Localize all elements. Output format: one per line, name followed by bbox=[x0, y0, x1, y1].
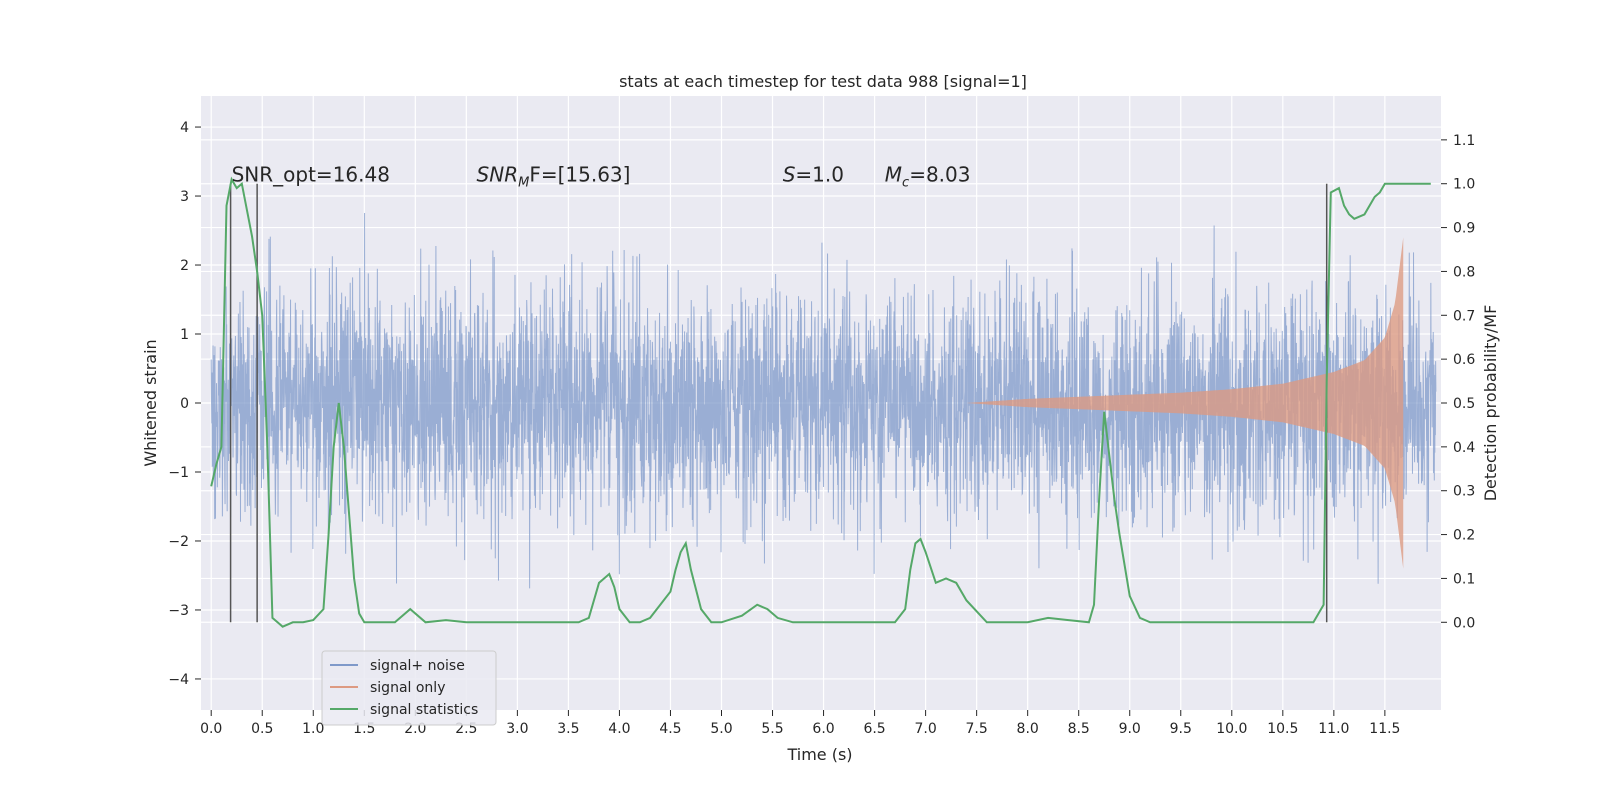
annotation-text: Mc=8.03 bbox=[885, 163, 971, 191]
y-tick-label: −1 bbox=[168, 465, 189, 481]
legend-label: signal+ noise bbox=[370, 658, 465, 674]
y-tick-label: 4 bbox=[180, 120, 189, 136]
y2-tick-label: 0.4 bbox=[1453, 440, 1475, 456]
legend-label: signal only bbox=[370, 680, 445, 696]
x-tick-label: 3.5 bbox=[557, 721, 579, 737]
annotation-text: SNR_opt=16.48 bbox=[232, 163, 390, 187]
x-tick-label: 9.0 bbox=[1119, 721, 1141, 737]
y2-tick-label: 1.0 bbox=[1453, 177, 1475, 193]
x-tick-label: 11.0 bbox=[1318, 721, 1349, 737]
y-axis-ticks: −4 −3 −2 −1 0 1 2 3 4 bbox=[168, 120, 201, 688]
signal-only-area bbox=[966, 237, 1404, 569]
y-tick-label: 1 bbox=[180, 327, 189, 343]
x-tick-label: 8.5 bbox=[1068, 721, 1090, 737]
legend-box bbox=[321, 650, 497, 726]
y2-axis-ticks: 0.0 0.1 0.2 0.3 0.4 0.5 0.6 0.7 0.8 0.9 1.0 1.1 bbox=[1441, 133, 1475, 631]
y-tick-label: 3 bbox=[180, 189, 189, 205]
x-tick-label: 11.5 bbox=[1369, 721, 1400, 737]
y2-tick-label: 0.8 bbox=[1453, 264, 1475, 280]
y2-tick-label: 0.0 bbox=[1453, 615, 1475, 631]
x-tick-label: 6.0 bbox=[812, 721, 834, 737]
x-tick-label: 4.5 bbox=[659, 721, 681, 737]
x-axis-label: Time (s) bbox=[786, 745, 852, 764]
y2-axis-label: Detection probability/MF bbox=[1481, 305, 1500, 502]
x-tick-label: 7.0 bbox=[914, 721, 936, 737]
y-axis-label: Whitened strain bbox=[141, 339, 160, 466]
y2-tick-label: 0.7 bbox=[1453, 308, 1475, 324]
x-tick-label: 0.0 bbox=[200, 721, 222, 737]
x-tick-label: 3.0 bbox=[506, 721, 528, 737]
y2-tick-label: 0.1 bbox=[1453, 571, 1475, 587]
x-tick-label: 7.5 bbox=[966, 721, 988, 737]
x-tick-label: 5.5 bbox=[761, 721, 783, 737]
signal-statistics-line bbox=[210, 176, 1431, 628]
y2-tick-label: 0.2 bbox=[1453, 528, 1475, 544]
x-tick-label: 10.0 bbox=[1216, 721, 1247, 737]
y-tick-label: −4 bbox=[168, 672, 189, 688]
legend-label: signal statistics bbox=[370, 702, 478, 718]
x-tick-label: 5.0 bbox=[710, 721, 732, 737]
x-tick-label: 1.0 bbox=[302, 721, 324, 737]
y2-tick-label: 1.1 bbox=[1453, 133, 1475, 149]
x-tick-label: 9.5 bbox=[1170, 721, 1192, 737]
annotation-text: SNRMF=[15.63] bbox=[477, 163, 631, 191]
y2-tick-label: 0.9 bbox=[1453, 221, 1475, 237]
chart-title: stats at each timestep for test data 988… bbox=[619, 72, 1027, 91]
signal-statistics-series bbox=[210, 176, 1431, 628]
x-tick-label: 4.0 bbox=[608, 721, 630, 737]
y-tick-label: 0 bbox=[180, 396, 189, 412]
signal-only-series bbox=[966, 237, 1404, 569]
x-tick-label: 0.5 bbox=[251, 721, 273, 737]
y-tick-label: −3 bbox=[168, 603, 189, 619]
x-tick-label: 10.5 bbox=[1267, 721, 1298, 737]
annotation-text: S=1.0 bbox=[783, 163, 844, 187]
annotations: SNR_opt=16.48 SNRMF=[15.63] S=1.0 Mc=8.03 bbox=[232, 163, 971, 191]
y-tick-label: −2 bbox=[168, 534, 189, 550]
y2-tick-label: 0.3 bbox=[1453, 484, 1475, 500]
legend: signal+ noise signal only signal statistic… bbox=[321, 650, 497, 726]
y2-tick-label: 0.5 bbox=[1453, 396, 1475, 412]
x-tick-label: 6.5 bbox=[863, 721, 885, 737]
x-tick-label: 8.0 bbox=[1017, 721, 1039, 737]
y2-tick-label: 0.6 bbox=[1453, 352, 1475, 368]
y-tick-label: 2 bbox=[180, 258, 189, 274]
